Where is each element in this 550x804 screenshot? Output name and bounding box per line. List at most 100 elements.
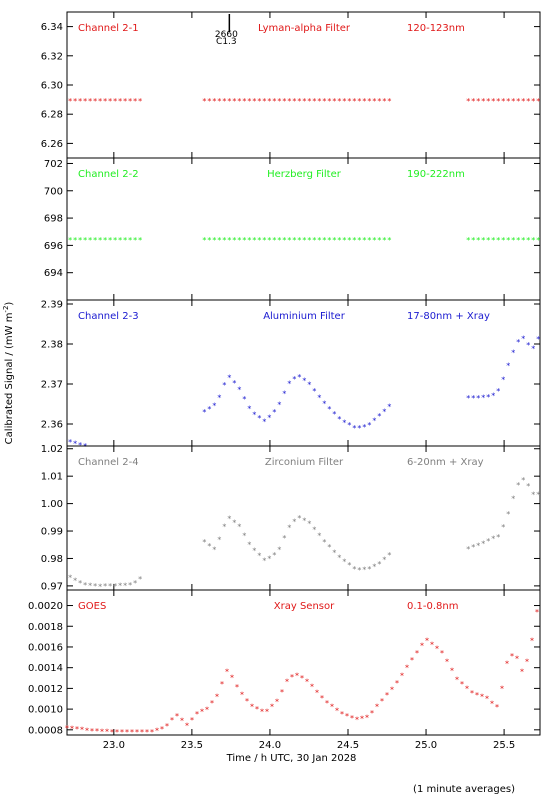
data-point: * [277, 545, 281, 554]
data-point: * [235, 683, 239, 692]
data-point: * [70, 724, 74, 733]
data-point: * [352, 565, 356, 574]
data-point: * [165, 722, 169, 731]
data-point: * [337, 97, 341, 106]
data-point: * [476, 97, 480, 106]
data-point: * [145, 728, 149, 737]
data-point: * [237, 236, 241, 245]
data-point: * [133, 579, 137, 588]
data-point: * [362, 236, 366, 245]
panel-1: 6.26 6.28 6.30 6.32 6.34 Channel 2-1 Lyman-alp… [41, 11, 541, 159]
y-tick-label: 0.97 [41, 581, 63, 592]
data-point: * [118, 97, 122, 106]
x-axis-label: Time / h UTC, 30 Jan 2028 [226, 753, 357, 764]
data-point: * [362, 97, 366, 106]
panel-5: 0.0008 0.0010 0.0012 0.0014 0.0016 0.0018 0.00… [28, 589, 541, 737]
data-point: * [501, 523, 505, 532]
y-tick-label: 6.30 [41, 81, 63, 92]
data-point: * [475, 691, 479, 700]
data-point: * [160, 725, 164, 734]
data-point: * [267, 413, 271, 422]
panel-frame [66, 589, 541, 736]
data-point: * [252, 410, 256, 419]
data-point: * [466, 394, 470, 403]
data-point: * [327, 543, 331, 552]
data-point: * [395, 679, 399, 688]
data-point: * [215, 692, 219, 701]
data-point: * [277, 236, 281, 245]
data-point: * [207, 542, 211, 551]
data-point: * [150, 728, 154, 737]
data-point: * [520, 667, 524, 676]
data-point: * [370, 709, 374, 718]
panel-filter-label: Xray Sensor [274, 601, 335, 612]
panel-band-label: 6-20nm + Xray [407, 457, 484, 468]
data-point: * [138, 97, 142, 106]
data-point: * [265, 708, 269, 717]
data-point: * [277, 400, 281, 409]
data-point: * [292, 97, 296, 106]
data-point: * [138, 575, 142, 584]
data-point: * [536, 97, 540, 106]
data-point: * [217, 236, 221, 245]
y-tick-label: 6.28 [41, 110, 63, 121]
data-point: * [110, 728, 114, 737]
data-point: * [170, 716, 174, 725]
data-point: * [382, 97, 386, 106]
x-tick-label: 23.5 [181, 740, 203, 751]
data-point: * [282, 534, 286, 543]
data-point: * [500, 684, 504, 693]
data-point: * [98, 236, 102, 245]
data-point: * [342, 558, 346, 567]
y-tick-label: 6.26 [41, 139, 63, 150]
data-point: * [65, 724, 69, 733]
data-point: * [367, 97, 371, 106]
data-point: * [307, 519, 311, 528]
data-point: * [352, 236, 356, 245]
data-point: * [375, 703, 379, 712]
data-point: * [262, 236, 266, 245]
data-point: * [205, 705, 209, 714]
data-point: * [252, 547, 256, 556]
data-point: * [222, 97, 226, 106]
data-point: * [195, 710, 199, 719]
data-point: * [302, 377, 306, 386]
data-point: * [237, 385, 241, 394]
y-tick-label: 698 [44, 214, 63, 225]
panel-4: 0.97 0.98 0.99 1.00 1.01 1.02 Channel 2-4 Zirco… [41, 444, 541, 592]
data-point: * [506, 236, 510, 245]
data-point: * [322, 400, 326, 409]
data-point: * [262, 556, 266, 565]
data-point: * [525, 657, 529, 666]
data-point: * [118, 582, 122, 591]
data-point: * [510, 652, 514, 661]
data-point: * [247, 236, 251, 245]
data-point: * [68, 574, 72, 583]
data-point: * [68, 236, 72, 245]
data-point: * [262, 417, 266, 426]
flare-marker-label-bottom: C1.3 [216, 37, 237, 47]
data-point: * [327, 405, 331, 414]
data-point: * [315, 688, 319, 697]
data-point: * [332, 236, 336, 245]
data-point: * [98, 582, 102, 591]
data-point: * [332, 97, 336, 106]
data-point: * [491, 391, 495, 400]
data-point: * [212, 402, 216, 411]
data-point: * [470, 689, 474, 698]
y-tick-label: 0.0014 [28, 663, 63, 674]
data-point: * [297, 373, 301, 382]
data-point: * [93, 97, 97, 106]
data-point: * [277, 97, 281, 106]
data-point: * [78, 579, 82, 588]
data-point: * [390, 686, 394, 695]
data-point: * [292, 518, 296, 527]
data-point: * [133, 97, 137, 106]
data-point: * [372, 97, 376, 106]
data-point: * [471, 543, 475, 552]
data-point: * [496, 387, 500, 396]
data-point: * [405, 664, 409, 673]
data-point: * [202, 538, 206, 547]
data-point: * [501, 236, 505, 245]
data-point: * [113, 582, 117, 591]
